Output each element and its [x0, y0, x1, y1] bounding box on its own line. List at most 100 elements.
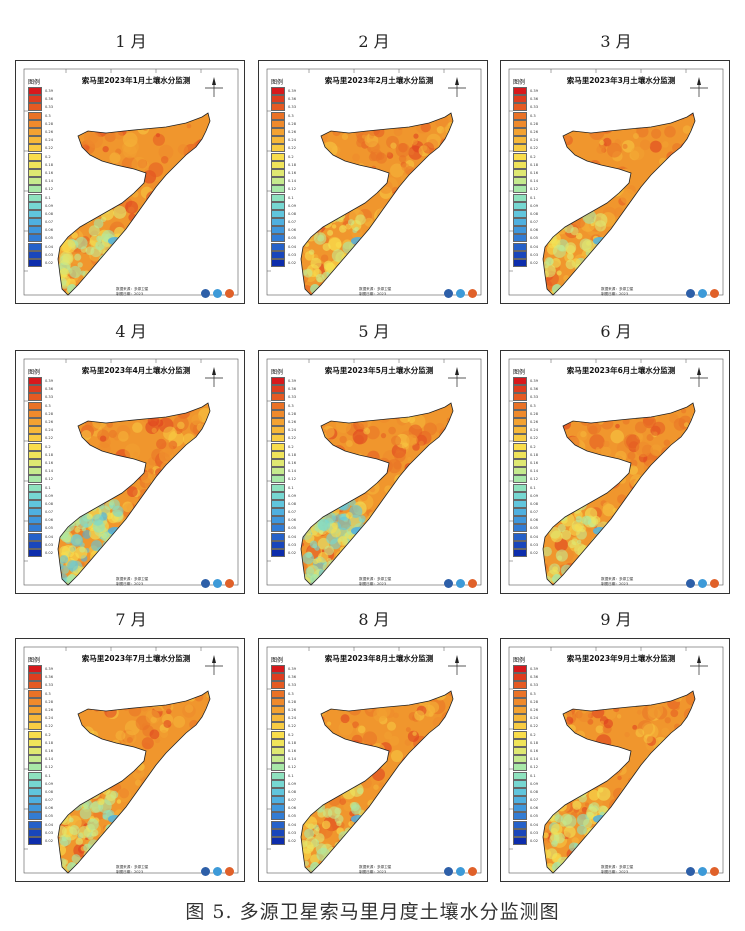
legend-value: 0.12	[530, 187, 539, 192]
moisture-patch	[603, 719, 614, 729]
legend-value: 0.12	[45, 477, 54, 482]
moisture-patch	[90, 540, 102, 552]
moisture-patch	[70, 534, 84, 547]
legend-value: 0.06	[530, 806, 539, 811]
moisture-patch	[117, 263, 134, 280]
moisture-patch	[543, 163, 550, 170]
map-panel: 索马里2023年6月土壤水分监测 图例 0.39 0.36 0.33 0.3 0.28 0.2…	[500, 350, 730, 594]
legend-row: 0.1	[271, 771, 296, 780]
moisture-patch	[306, 503, 312, 509]
moisture-patch	[623, 505, 634, 516]
moisture-patch	[602, 502, 611, 511]
moisture-patch	[76, 487, 87, 499]
legend-value: 0.26	[288, 130, 297, 135]
moisture-patch	[564, 223, 574, 234]
moisture-patch	[426, 232, 443, 248]
moisture-patch	[163, 426, 177, 441]
legend-row: 0.12	[271, 763, 296, 772]
legend-title: 图例	[28, 369, 41, 376]
moisture-patch	[106, 761, 118, 772]
moisture-patch	[678, 739, 688, 749]
moisture-patch	[329, 280, 342, 294]
moisture-patch	[387, 544, 401, 558]
moisture-patch	[140, 471, 153, 484]
moisture-patch	[301, 494, 310, 507]
legend-swatch	[271, 185, 285, 194]
moisture-patch	[589, 255, 596, 261]
moisture-patch	[354, 226, 359, 232]
moisture-patch	[596, 120, 604, 128]
moisture-patch	[322, 425, 335, 439]
moisture-patch	[646, 735, 654, 743]
moisture-patch	[198, 787, 207, 796]
moisture-patch	[203, 814, 209, 819]
logos	[201, 289, 234, 298]
moisture-patch	[605, 563, 610, 569]
legend-row: 0.09	[513, 491, 538, 500]
moisture-patch	[207, 491, 210, 499]
moisture-patch	[598, 819, 609, 830]
moisture-patch	[112, 850, 120, 857]
moisture-patch	[140, 813, 147, 820]
moisture-patch	[689, 276, 695, 285]
moisture-patch	[400, 515, 411, 527]
moisture-patch	[77, 566, 88, 577]
moisture-patch	[350, 564, 357, 571]
moisture-patch	[614, 207, 624, 217]
moisture-patch	[301, 490, 312, 502]
moisture-patch	[59, 267, 69, 278]
moisture-patch	[407, 858, 417, 867]
legend-row: 0.1	[28, 771, 53, 780]
moisture-patch	[387, 531, 398, 542]
legend-row: 0.26	[271, 418, 296, 427]
moisture-patch	[654, 538, 664, 547]
moisture-patch	[544, 797, 554, 807]
moisture-patch	[178, 259, 184, 265]
moisture-patch	[344, 476, 355, 488]
moisture-patch	[546, 210, 558, 221]
moisture-patch	[441, 711, 453, 725]
moisture-patch	[199, 553, 208, 563]
moisture-patch	[104, 130, 116, 143]
moisture-patch	[664, 113, 677, 120]
moisture-patch	[341, 133, 349, 140]
moisture-patch	[355, 180, 364, 188]
moisture-patch	[692, 403, 695, 410]
moisture-patch	[616, 512, 627, 523]
moisture-patch	[432, 761, 448, 778]
moisture-patch	[692, 707, 695, 718]
legend-row: 0.07	[271, 508, 296, 517]
moisture-patch	[340, 484, 346, 490]
legend-row: 0.18	[513, 160, 538, 169]
legend-swatch	[513, 128, 527, 137]
country-outline	[300, 112, 454, 296]
moisture-patch	[362, 531, 370, 538]
moisture-patch	[141, 737, 154, 750]
legend-value: 0.1	[288, 773, 294, 778]
legend-value: 0.36	[45, 387, 54, 392]
legend-row: 0.1	[28, 193, 53, 202]
moisture-patch	[645, 199, 659, 213]
moisture-patch	[105, 691, 117, 699]
legend-row: 0.3	[271, 401, 296, 410]
legend-swatch	[28, 508, 42, 517]
legend-swatch	[28, 491, 42, 500]
moisture-patch	[577, 539, 582, 545]
moisture-patch	[438, 737, 444, 743]
moisture-patch	[543, 463, 546, 470]
map-panel: 索马里2023年9月土壤水分监测 图例 0.39 0.36 0.33 0.3 0.28 0.2…	[500, 638, 730, 882]
moisture-patch	[337, 451, 342, 456]
moisture-patch	[552, 244, 567, 258]
moisture-patch	[339, 175, 349, 186]
moisture-patch	[82, 801, 89, 809]
moisture-patch	[670, 794, 678, 803]
moisture-patch	[90, 212, 95, 217]
moisture-patch	[394, 554, 406, 566]
moisture-patch	[336, 856, 346, 866]
moisture-patch	[308, 249, 315, 255]
moisture-patch	[610, 271, 620, 282]
moisture-patch	[682, 186, 691, 195]
legend-row: 0.26	[513, 418, 538, 427]
moisture-patch	[113, 458, 124, 469]
moisture-patch	[671, 161, 682, 172]
